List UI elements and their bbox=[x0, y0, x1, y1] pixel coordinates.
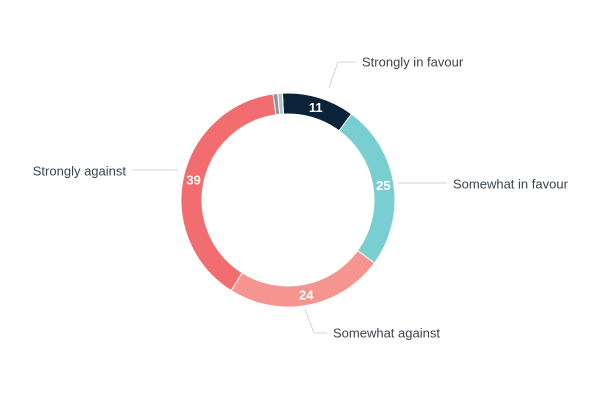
category-labels-layer: Strongly in favour Somewhat in favour Some… bbox=[33, 55, 569, 341]
category-label-somewhat-in-favour: Somewhat in favour bbox=[453, 177, 569, 192]
slice-other-5 bbox=[277, 92, 285, 115]
value-label-somewhat-in-favour: 25 bbox=[376, 178, 390, 193]
slices-layer bbox=[180, 92, 396, 308]
category-label-strongly-in-favour: Strongly in favour bbox=[362, 55, 464, 70]
category-label-strongly-against: Strongly against bbox=[33, 164, 127, 179]
leader-line-strongly-in-favour bbox=[328, 61, 356, 89]
leader-lines-layer bbox=[132, 61, 447, 334]
value-labels-layer: 11 25 24 39 bbox=[186, 100, 390, 302]
leader-line-somewhat-against bbox=[304, 308, 327, 334]
slice-strongly-against bbox=[180, 93, 277, 292]
value-label-strongly-in-favour: 11 bbox=[309, 100, 323, 115]
value-label-somewhat-against: 24 bbox=[299, 287, 314, 302]
category-label-somewhat-against: Somewhat against bbox=[333, 326, 440, 341]
value-label-strongly-against: 39 bbox=[186, 172, 200, 187]
